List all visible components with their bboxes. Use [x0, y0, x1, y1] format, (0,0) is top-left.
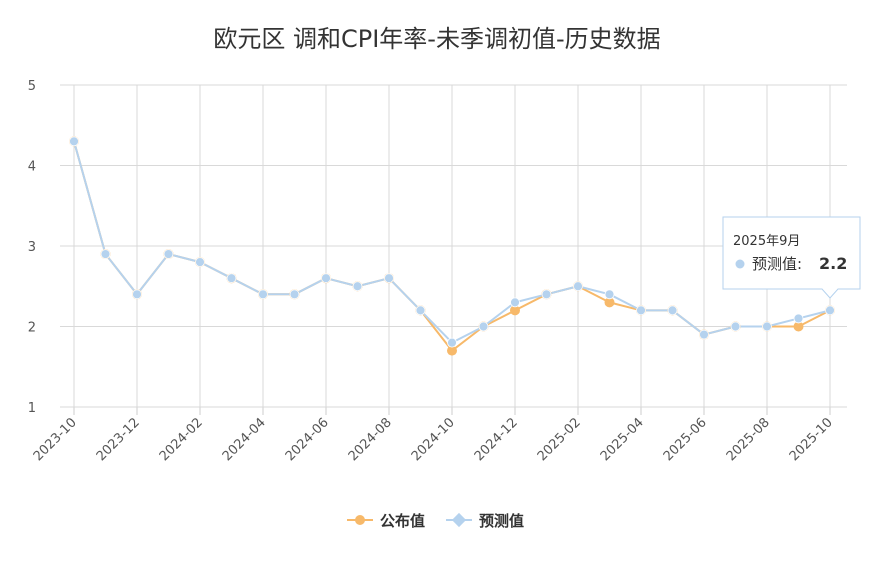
data-point-forecast[interactable]: [415, 305, 426, 316]
y-tick-label: 3: [28, 240, 36, 255]
data-point-forecast[interactable]: [289, 289, 300, 300]
data-point-forecast[interactable]: [163, 249, 174, 259]
vertical-gridlines: [73, 85, 831, 415]
chart-title: 欧元区 调和CPI年率-未季调初值-历史数据: [213, 25, 660, 53]
legend-item-published[interactable]: 公布值: [347, 512, 425, 530]
legend-marker-published: [355, 515, 365, 525]
data-point-forecast[interactable]: [321, 273, 331, 284]
x-tick-label: 2024-06: [283, 415, 332, 464]
x-tick-label: 2024-12: [472, 415, 521, 464]
x-axis-tick-labels: 2023-10 2023-12 2024-02 2024-04 2024-06 2024-…: [31, 415, 836, 464]
data-point-forecast[interactable]: [100, 249, 111, 259]
data-point-forecast[interactable]: [226, 273, 237, 284]
data-point-forecast[interactable]: [573, 281, 583, 292]
tooltip-value: 2.2: [819, 254, 847, 273]
x-tick-label: 2024-10: [409, 415, 458, 464]
legend-label-forecast: 预测值: [479, 512, 524, 530]
data-point-forecast[interactable]: [478, 321, 489, 332]
tooltip-series-label: 预测值:: [752, 255, 802, 273]
data-point-published[interactable]: [510, 305, 520, 316]
x-tick-label: 2025-04: [598, 415, 647, 464]
x-tick-label: 2025-06: [661, 415, 710, 464]
tooltip-box: [722, 216, 861, 299]
data-point-forecast[interactable]: [730, 321, 741, 332]
data-point-forecast[interactable]: [762, 321, 772, 332]
tooltip-series-marker: [735, 259, 745, 269]
data-point-forecast[interactable]: [636, 305, 646, 316]
data-point-forecast[interactable]: [604, 289, 615, 300]
x-tick-label: 2023-12: [94, 415, 143, 464]
legend-item-forecast[interactable]: 预测值: [446, 512, 524, 530]
data-point-forecast[interactable]: [352, 281, 363, 292]
data-point-forecast[interactable]: [793, 313, 804, 324]
legend-marker-forecast: [451, 512, 467, 528]
horizontal-gridlines: [60, 84, 847, 408]
data-point-forecast[interactable]: [541, 289, 552, 300]
data-point-forecast[interactable]: [667, 305, 678, 316]
data-point-forecast[interactable]: [195, 257, 205, 268]
data-point-forecast[interactable]: [447, 337, 457, 348]
data-point-forecast[interactable]: [132, 289, 142, 300]
y-tick-label: 1: [28, 401, 36, 416]
y-tick-label: 4: [28, 160, 36, 175]
data-point-published[interactable]: [604, 297, 615, 308]
x-tick-label: 2025-02: [535, 415, 584, 464]
y-tick-label: 5: [28, 79, 36, 94]
tooltip-date: 2025年9月: [733, 234, 800, 249]
tooltip: 2025年9月 预测值: 2.2: [722, 216, 861, 299]
x-tick-label: 2024-02: [157, 415, 206, 464]
x-tick-label: 2024-08: [346, 415, 395, 464]
data-point-forecast[interactable]: [699, 329, 709, 340]
x-tick-label: 2023-10: [31, 415, 80, 464]
y-axis-tick-labels: 1 2 3 4 5: [28, 79, 36, 416]
x-tick-label: 2025-08: [724, 415, 773, 464]
x-tick-label: 2024-04: [220, 415, 269, 464]
data-point-forecast[interactable]: [69, 136, 79, 147]
data-point-forecast[interactable]: [510, 297, 520, 308]
series-points: [69, 136, 835, 356]
legend-label-published: 公布值: [380, 512, 425, 530]
x-tick-label: 2025-10: [787, 415, 836, 464]
data-point-forecast[interactable]: [384, 273, 394, 284]
legend: 公布值 预测值: [347, 512, 524, 530]
data-point-forecast[interactable]: [258, 289, 268, 300]
data-point-published[interactable]: [447, 345, 457, 356]
y-tick-label: 2: [28, 321, 36, 336]
data-point-forecast[interactable]: [825, 305, 835, 316]
data-point-published[interactable]: [793, 321, 804, 332]
